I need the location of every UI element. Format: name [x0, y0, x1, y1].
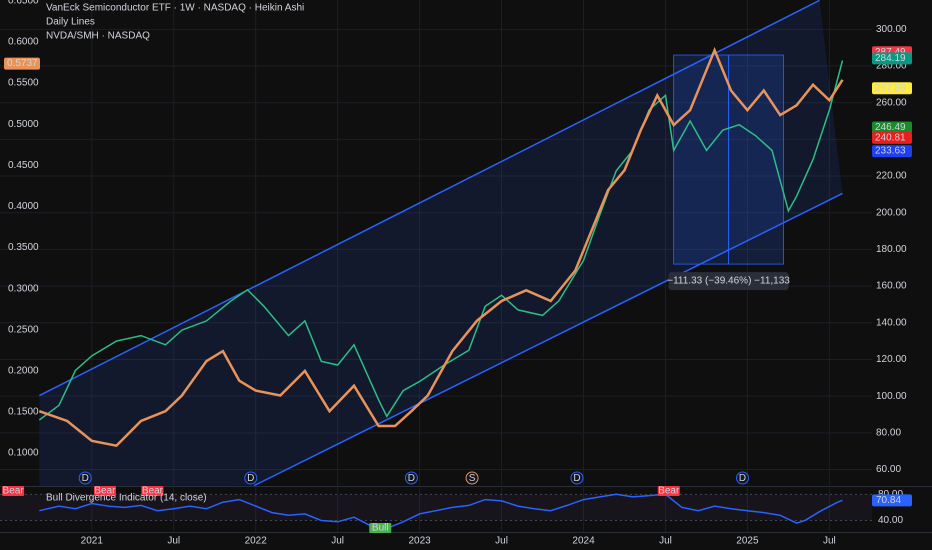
- event-label: S: [469, 473, 476, 484]
- channel-fill: [39, 0, 843, 487]
- x-tick-label: 2025: [736, 536, 759, 547]
- event-marker: [736, 471, 750, 485]
- channel-line: [253, 192, 843, 487]
- price-tag: [872, 145, 912, 158]
- plot-layer: 2021 Jul 2022 Jul 2023 Jul 2024 Jul 2025 Jul 60.00…: [0, 0, 912, 547]
- signal-box: [93, 486, 116, 496]
- y2-tick-label: 0.2000: [8, 366, 39, 377]
- price-tag-label: 233.63: [875, 146, 906, 157]
- event-marker: [465, 471, 479, 485]
- event-label: D: [739, 473, 746, 484]
- measure-label: −111.33 (−39.46%) −11,133: [667, 276, 790, 287]
- x-tick-label: Jul: [331, 536, 344, 547]
- price-tag: [872, 82, 912, 95]
- y2-tick-label: 0.3500: [8, 242, 39, 253]
- channel-line: [38, 0, 820, 397]
- x-tick-label: 2024: [572, 536, 595, 547]
- y2-tag-label: 0.5737: [7, 58, 38, 69]
- y2-tick-label: 0.1500: [8, 407, 39, 418]
- indicator-title: Bull Divergence Indicator (14, close): [46, 493, 207, 504]
- indicator-tag: [872, 494, 912, 507]
- y-tick-label: 160.00: [876, 281, 907, 292]
- y-tick-label: 200.00: [876, 207, 907, 218]
- price-tag-label: 246.49: [875, 122, 906, 133]
- y-tick-label: 100.00: [876, 391, 907, 402]
- y2-tick-label: 0.5000: [8, 119, 39, 130]
- indicator-line: [39, 493, 843, 530]
- price-tag: [872, 131, 912, 144]
- event-marker: [404, 471, 418, 485]
- price-tag-label: 267.86: [875, 83, 906, 94]
- event-label: D: [573, 473, 580, 484]
- y-tick-label: 280.00: [876, 61, 907, 72]
- measure-label-box: [668, 272, 789, 291]
- event-label: D: [247, 473, 254, 484]
- price-tag-label: 284.19: [875, 53, 906, 64]
- signal-label: Bull: [372, 523, 389, 534]
- signal-label: Bear: [658, 486, 680, 497]
- y-tick-label: 180.00: [876, 244, 907, 255]
- y-tick-label: 260.00: [876, 97, 907, 108]
- x-tick-label: Jul: [823, 536, 836, 547]
- y2-tick-label: 0.2500: [8, 324, 39, 335]
- x-tick-label: 2022: [245, 536, 268, 547]
- ratio-line: [38, 46, 844, 448]
- chart-subtitle: Daily Lines: [46, 17, 95, 28]
- event-marker: [78, 471, 92, 485]
- x-tick-label: 2023: [408, 536, 431, 547]
- y-tick-label: 60.00: [876, 464, 901, 475]
- price-line: [38, 60, 844, 421]
- y2-tick-label: 0.6000: [8, 37, 39, 48]
- x-tick-label: Jul: [659, 536, 672, 547]
- price-tag: [872, 121, 912, 134]
- event-marker: [570, 471, 584, 485]
- event-marker: [244, 471, 258, 485]
- signal-box: [2, 486, 25, 496]
- y-tick-label: 40.00: [878, 515, 903, 526]
- y2-tick-label: 0.4500: [8, 160, 39, 171]
- price-tag: [872, 52, 912, 65]
- signal-label: Bear: [3, 486, 25, 497]
- event-label: D: [82, 473, 89, 484]
- series-label: NVDA/SMH · NASDAQ: [46, 31, 150, 42]
- signal-box: [657, 486, 680, 496]
- y2-tick-label: 0.6500: [8, 0, 39, 6]
- x-tick-label: 2021: [81, 536, 104, 547]
- y2-tick-label: 0.4000: [8, 201, 39, 212]
- y-tick-label: 220.00: [876, 171, 907, 182]
- signal-box: [369, 523, 392, 533]
- y2-tag: [4, 57, 40, 70]
- signal-label: Bear: [94, 486, 116, 497]
- y2-tick-label: 0.3000: [8, 283, 39, 294]
- indicator-tag-label: 70.84: [876, 495, 901, 506]
- x-tick-label: Jul: [495, 536, 508, 547]
- y2-tick-label: 0.1000: [8, 448, 39, 459]
- y-tick-label: 300.00: [876, 24, 907, 35]
- y-tick-label: 80.00: [876, 427, 901, 438]
- y-tick-label: 120.00: [876, 354, 907, 365]
- event-label: D: [408, 473, 415, 484]
- signal-box: [141, 486, 164, 496]
- signal-label: Bear: [142, 486, 164, 497]
- chart-title: VanEck Semiconductor ETF · 1W · NASDAQ ·…: [46, 3, 304, 14]
- price-tag-label: 240.81: [875, 133, 906, 144]
- y-tick-label: 140.00: [876, 317, 907, 328]
- y2-tick-label: 0.5500: [8, 78, 39, 89]
- x-tick-label: Jul: [167, 536, 180, 547]
